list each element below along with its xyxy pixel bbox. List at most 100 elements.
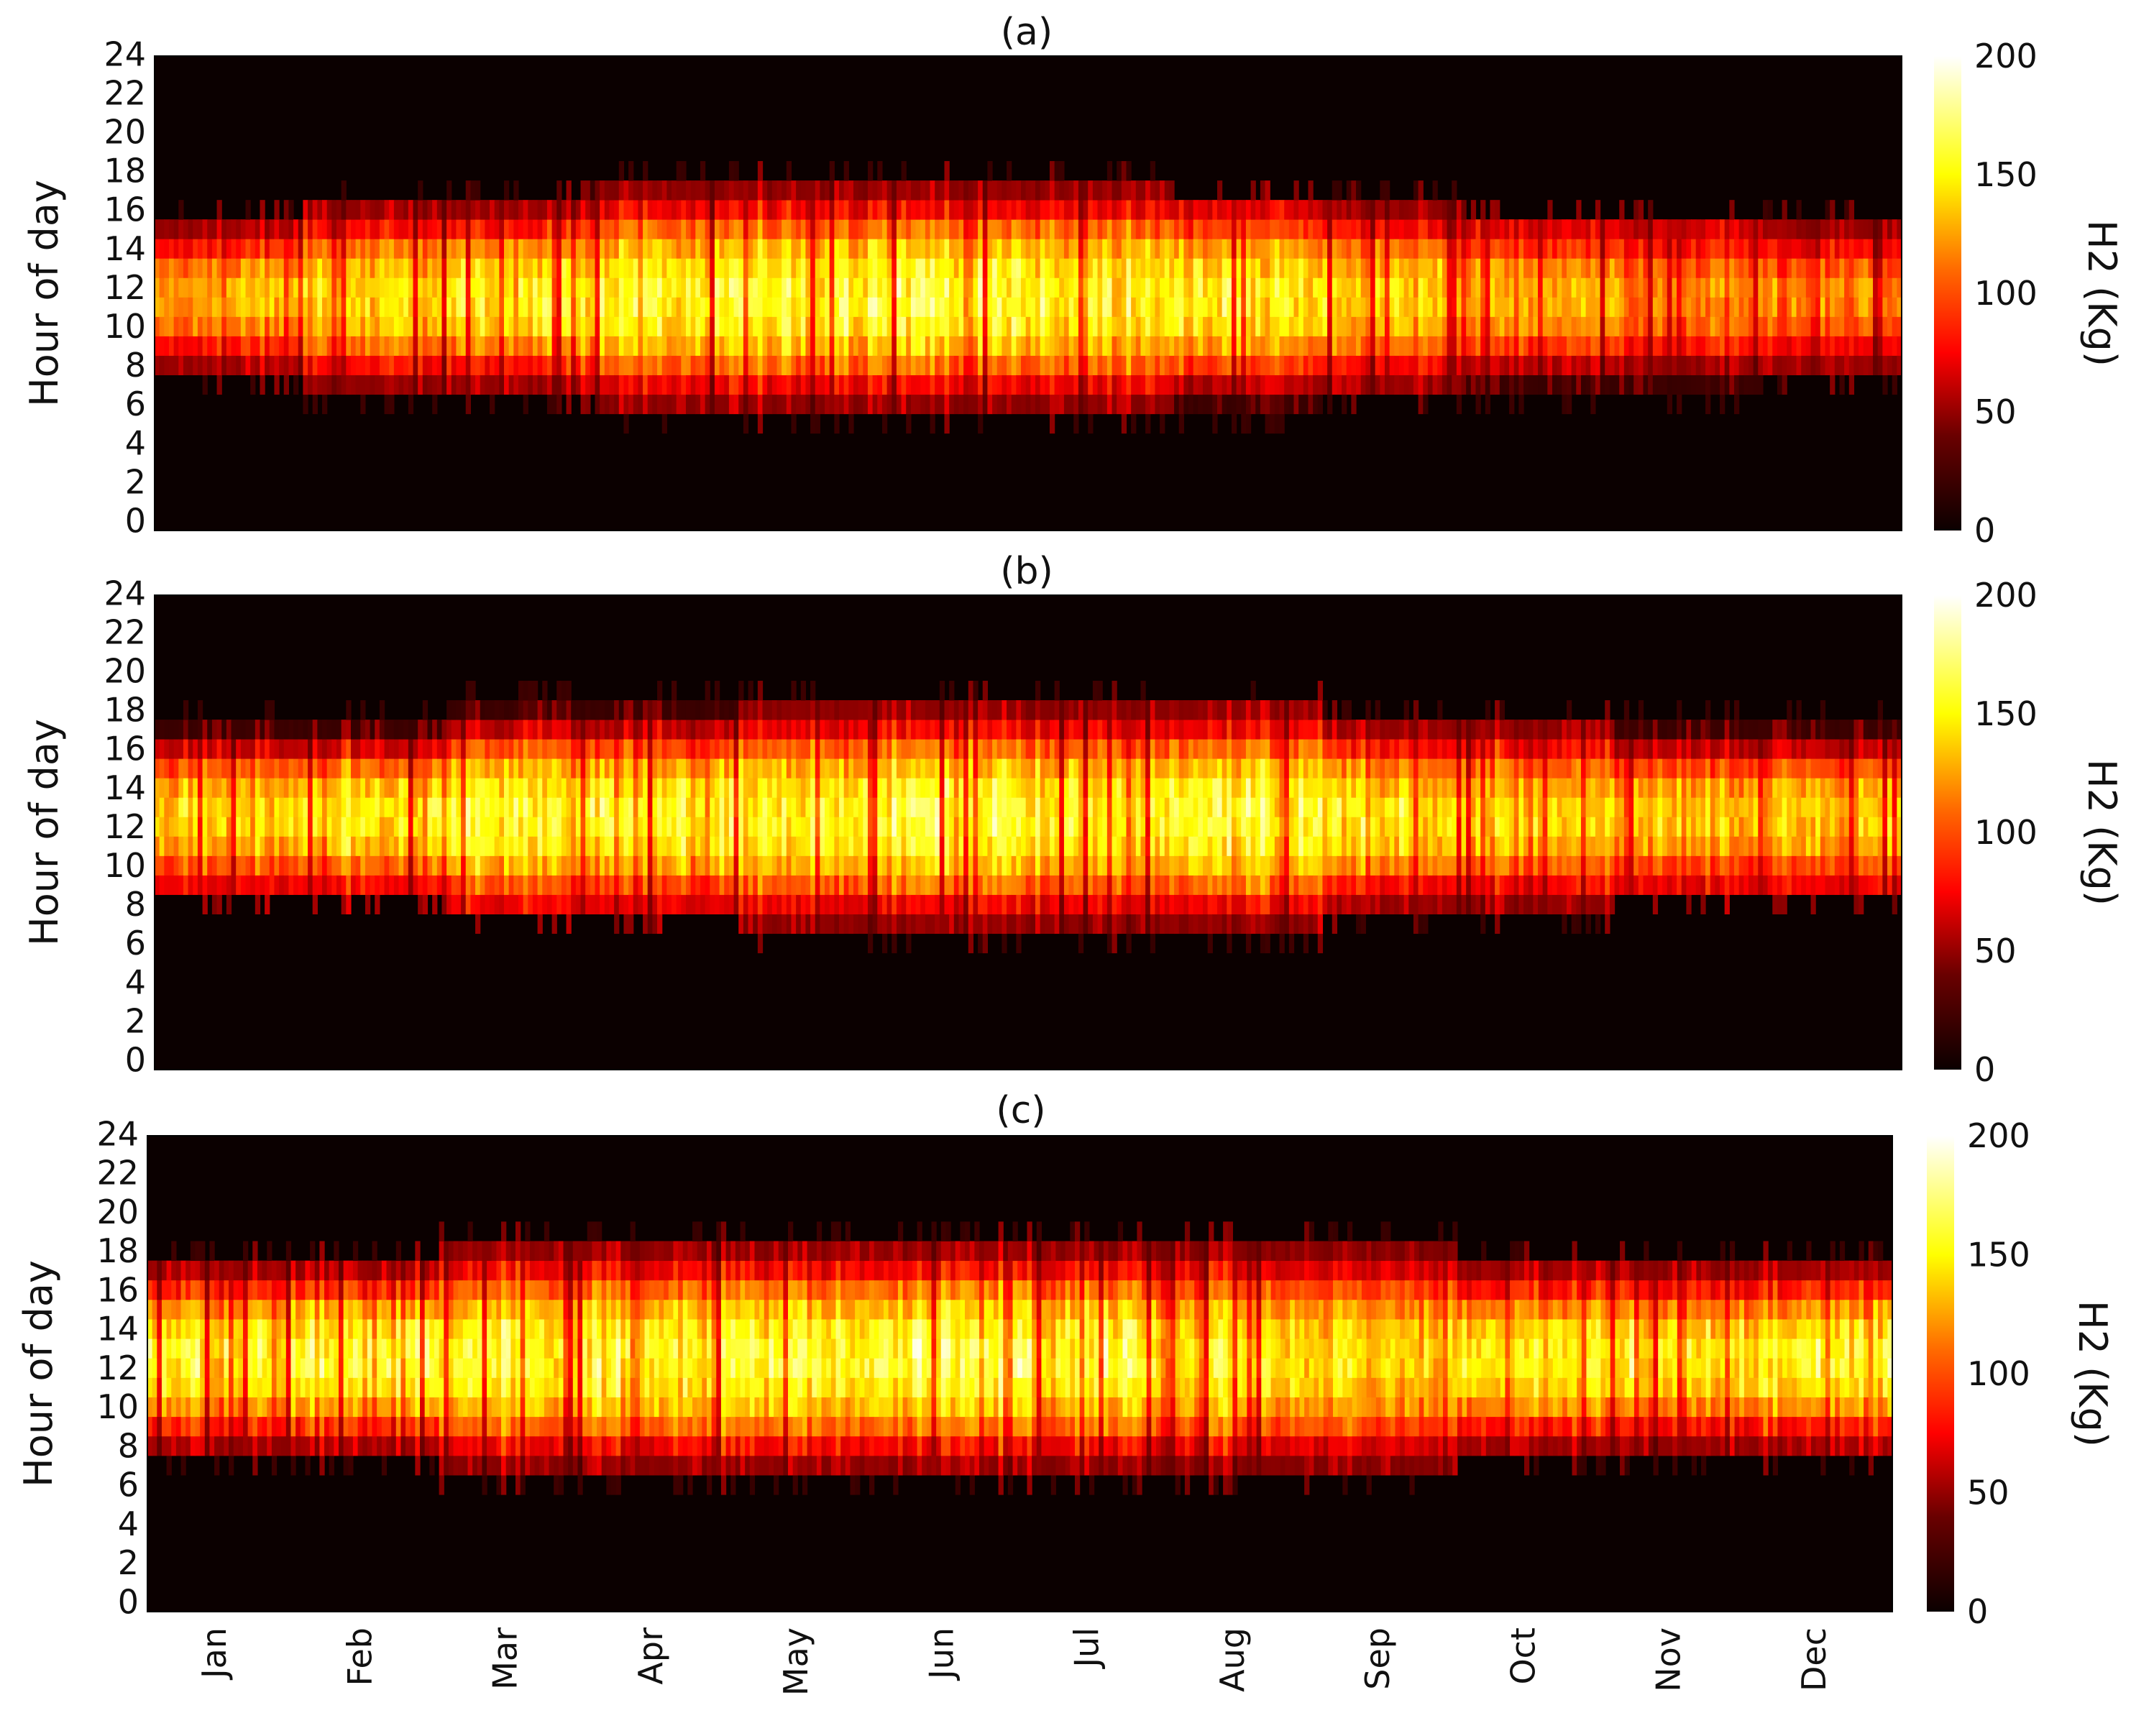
heat-cell xyxy=(661,375,667,395)
heat-cell xyxy=(221,778,227,798)
colorbar-tick-label: 200 xyxy=(1974,37,2038,75)
heat-cell xyxy=(465,855,471,876)
heat-cell xyxy=(1566,258,1572,278)
heat-cell xyxy=(1112,180,1117,201)
heat-cell xyxy=(155,739,160,759)
heat-cell xyxy=(288,739,294,759)
heat-cell xyxy=(1360,277,1366,298)
heat-cell xyxy=(580,200,586,220)
heat-cell xyxy=(346,297,352,317)
heat-cell xyxy=(1528,219,1534,239)
heat-cell xyxy=(661,200,667,220)
heat-cell xyxy=(370,817,375,837)
heat-cell xyxy=(863,180,869,201)
heat-cell xyxy=(1356,239,1362,259)
heat-cell xyxy=(1317,355,1324,376)
heat-cell xyxy=(418,239,423,259)
heat-cell xyxy=(853,355,859,376)
heat-cell xyxy=(1437,297,1443,317)
heat-cell xyxy=(1557,355,1562,376)
heat-cell xyxy=(925,297,931,317)
heat-cell xyxy=(1667,355,1673,376)
heat-cell xyxy=(188,758,193,779)
heat-cell xyxy=(978,200,984,220)
heat-cell xyxy=(1681,336,1687,356)
heat-cell xyxy=(1260,375,1266,395)
heat-cell xyxy=(872,355,878,376)
heat-cell xyxy=(159,277,165,298)
heat-cell xyxy=(571,336,577,356)
heat-cell xyxy=(245,297,251,317)
heat-cell xyxy=(470,720,476,740)
heat-cell xyxy=(1605,239,1610,259)
heat-cell xyxy=(393,875,400,895)
heat-cell xyxy=(155,778,160,798)
heat-cell xyxy=(1705,375,1711,395)
heat-cell xyxy=(197,817,203,837)
heat-cell xyxy=(441,778,447,798)
heat-cell xyxy=(614,758,620,779)
heat-cell xyxy=(1623,375,1630,395)
heat-cell xyxy=(556,355,562,376)
heat-cell xyxy=(1337,336,1342,356)
heat-cell xyxy=(829,394,835,415)
heat-cell xyxy=(193,739,198,759)
heat-cell xyxy=(384,817,390,837)
heat-cell xyxy=(700,258,706,278)
heat-cell xyxy=(350,778,357,798)
heat-cell xyxy=(1447,277,1452,298)
heat-cell xyxy=(623,277,629,298)
heat-cell xyxy=(398,855,404,876)
heat-cell xyxy=(231,316,237,336)
heat-cell xyxy=(508,875,514,895)
heat-cell xyxy=(1523,336,1529,356)
heat-cell xyxy=(485,200,490,220)
heat-cell xyxy=(767,200,773,220)
heat-cell xyxy=(1097,355,1103,376)
heat-cell xyxy=(643,758,649,779)
heat-cell xyxy=(1045,258,1050,278)
heat-cell xyxy=(1236,239,1242,259)
heat-cell xyxy=(164,258,170,278)
heat-cell xyxy=(1063,180,1070,201)
heat-cell xyxy=(1705,336,1711,356)
heat-cell xyxy=(346,200,352,220)
heat-cell xyxy=(1140,180,1146,201)
heat-cell xyxy=(168,739,175,759)
heat-cell xyxy=(1088,200,1094,220)
heat-cell xyxy=(1327,316,1333,336)
heat-cell xyxy=(1495,316,1500,336)
heat-cell xyxy=(1241,316,1247,336)
heat-cell xyxy=(211,336,218,356)
heat-cell xyxy=(1078,355,1084,376)
heat-cell xyxy=(996,297,1002,317)
heat-cell xyxy=(240,720,247,740)
heat-cell xyxy=(1150,258,1156,278)
heat-cell xyxy=(279,355,285,376)
heat-cell xyxy=(1576,277,1582,298)
heat-cell xyxy=(1691,219,1697,239)
heat-cell xyxy=(1700,355,1706,376)
heat-cell xyxy=(537,355,543,376)
heat-cell xyxy=(1490,277,1495,298)
heat-cell xyxy=(881,239,888,259)
heat-cell xyxy=(398,797,404,817)
heat-cell xyxy=(1777,277,1783,298)
heat-cell xyxy=(480,297,485,317)
heat-cell xyxy=(901,297,907,317)
heat-cell xyxy=(159,239,165,259)
heat-cell xyxy=(532,875,539,895)
heat-cell xyxy=(1480,200,1486,220)
heat-cell xyxy=(413,836,418,856)
heat-cell xyxy=(1437,277,1443,298)
heat-cell xyxy=(441,855,447,876)
heat-cell xyxy=(470,700,476,720)
heat-cell xyxy=(504,336,510,356)
heat-cell xyxy=(1442,336,1448,356)
heat-cell xyxy=(609,817,615,837)
heat-cell xyxy=(872,375,878,395)
heat-cell xyxy=(159,855,165,876)
heat-cell xyxy=(714,258,720,278)
heat-cell xyxy=(944,297,950,317)
heat-cell xyxy=(155,336,160,356)
